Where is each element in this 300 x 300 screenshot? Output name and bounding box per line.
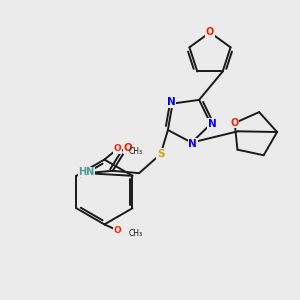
Text: O: O bbox=[114, 226, 122, 235]
Text: O: O bbox=[124, 143, 133, 153]
Text: O: O bbox=[206, 27, 214, 38]
Text: N: N bbox=[188, 139, 197, 149]
Text: HN: HN bbox=[78, 167, 94, 177]
Text: S: S bbox=[157, 149, 164, 159]
Text: N: N bbox=[208, 119, 216, 129]
Text: CH₃: CH₃ bbox=[128, 147, 142, 156]
Text: O: O bbox=[114, 144, 122, 153]
Text: CH₃: CH₃ bbox=[128, 230, 142, 238]
Text: N: N bbox=[167, 98, 176, 107]
Text: O: O bbox=[230, 118, 239, 128]
